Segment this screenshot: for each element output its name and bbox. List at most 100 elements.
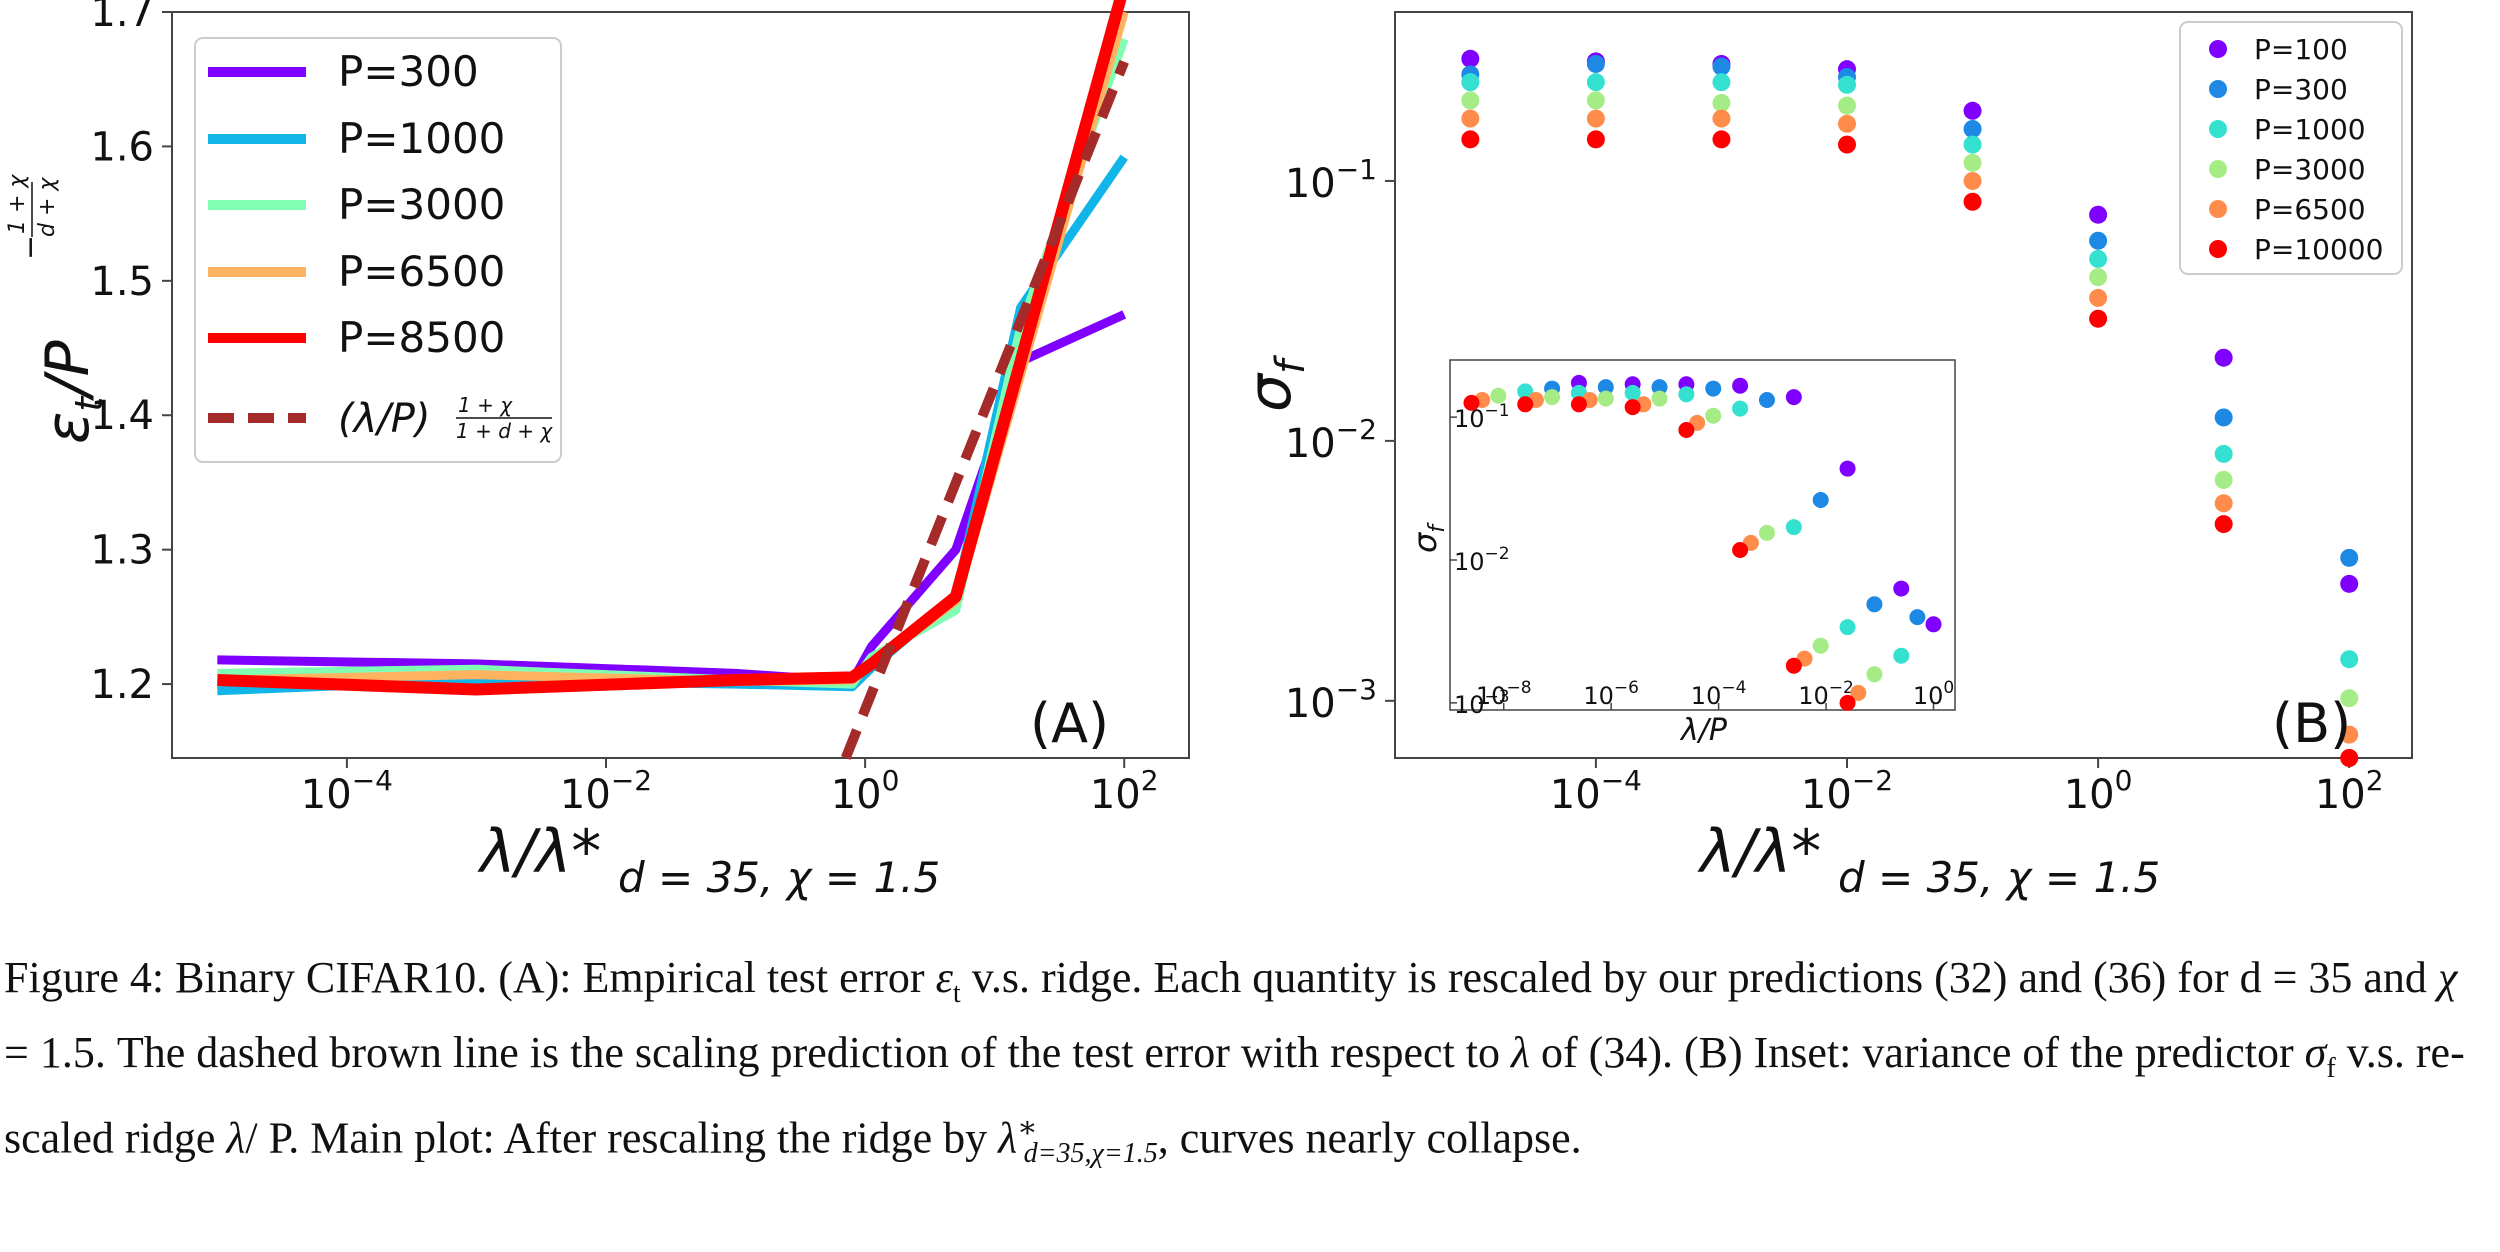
inset-xtick-label: 10−2: [1798, 678, 1854, 710]
b-ytick-label: 10−2: [1285, 413, 1377, 467]
inset-point-p300: [1597, 379, 1614, 396]
point-p6500: [1838, 114, 1856, 133]
point-p6500: [2340, 725, 2359, 744]
legend-exp-den: 1 + d + χ: [456, 419, 553, 443]
point-p3000: [2340, 689, 2359, 708]
inset-ytick-label: 10−3: [1454, 687, 1510, 719]
point-p1000: [1712, 73, 1731, 92]
inset-ylabel-main: σ: [1406, 531, 1444, 553]
inset-point-p10000: [1839, 694, 1856, 711]
inset-point-p300: [1651, 379, 1668, 396]
legend-label-p6500: P=6500: [338, 247, 505, 296]
ylabel-b-main: σ: [1235, 372, 1305, 412]
point-p10000: [2089, 309, 2108, 328]
inset-point-p100: [1732, 377, 1749, 394]
inset-point-p3000: [1866, 666, 1883, 683]
xlabel-a-main: λ/λ*: [477, 817, 601, 887]
ylabel-a-exp-num: 1 + χ: [5, 174, 30, 234]
point-p6500: [1586, 109, 1605, 128]
inset-point-p1000: [1893, 647, 1910, 664]
inset-point-p3000: [1490, 387, 1507, 404]
panel-b-y-ticks: 10−3 10−2 10−1: [1285, 153, 1395, 727]
caption-epsilon-sub: t: [952, 977, 961, 1009]
legend-label-p1000-b: P=1000: [2254, 113, 2366, 146]
point-p6500: [1461, 109, 1480, 128]
panel-a-xlabel: λ/λ* d = 35, χ = 1.5: [477, 817, 940, 902]
legend-marker-p3000: [2209, 160, 2227, 178]
figure: 1.2 1.3 1.4 1.5 1.6 1.7 10−4 10−2 100 102 P=300 …: [5, 0, 2413, 902]
point-p300: [2340, 548, 2359, 567]
legend-label-p300-b: P=300: [2254, 73, 2348, 106]
point-p300: [2089, 231, 2108, 250]
caption-part5: v.s. re-scaled ridge: [4, 1027, 2465, 1163]
inset-point-p10000: [1624, 399, 1641, 416]
a-ytick-label: 1.5: [90, 259, 154, 305]
point-p100: [1963, 101, 1982, 120]
legend-label-scaling: (λ/P): [338, 396, 430, 442]
point-p10000: [1461, 130, 1480, 149]
b-xtick-label: 10−2: [1801, 764, 1893, 818]
point-p300: [1586, 54, 1605, 73]
legend-label-p100: P=100: [2254, 33, 2348, 66]
a-ytick-label: 1.4: [90, 393, 154, 439]
point-p10000: [1963, 192, 1982, 211]
inset-point-p10000: [1517, 396, 1534, 413]
point-p10000: [2214, 515, 2233, 534]
panel-b-x-ticks: 10−4 10−2 100 102: [1550, 758, 2384, 818]
inset-point-p3000: [1705, 407, 1722, 424]
svg-text:σf: σf: [1235, 354, 1314, 412]
inset-ylabel: σf: [1406, 522, 1450, 553]
panel-a-x-ticks: 10−4 10−2 100 102: [301, 758, 1159, 818]
inset-xtick-label: 100: [1913, 678, 1954, 710]
point-p1000: [1838, 75, 1856, 94]
ylabel-b-sub: f: [1268, 354, 1314, 374]
inset-point-p100: [1839, 460, 1856, 477]
panel-b-series: [1461, 49, 2359, 767]
inset-frame: [1449, 359, 1956, 711]
inset-point-p100: [1893, 580, 1910, 597]
point-p6500: [1712, 109, 1731, 128]
a-ytick-label: 1.7: [90, 0, 154, 36]
point-p10000: [1712, 130, 1731, 149]
caption-epsilon: ε: [935, 953, 953, 1002]
panel-a-label: (A): [1030, 692, 1109, 755]
inset-point-p10000: [1732, 542, 1749, 558]
legend-label-p3000-b: P=3000: [2254, 153, 2366, 186]
legend-label-p3000: P=3000: [338, 180, 505, 229]
point-p100: [2089, 205, 2108, 224]
point-p300: [1712, 57, 1731, 76]
point-p10000: [1838, 135, 1856, 154]
legend-label-p300: P=300: [338, 47, 479, 96]
point-p3000: [1712, 93, 1731, 112]
legend-label-p10000-b: P=10000: [2254, 233, 2383, 266]
ylabel-a-main: ε: [33, 412, 103, 444]
caption-part2: v.s. ridge. Each quantity is rescaled by…: [960, 953, 2438, 1002]
xlabel-a-sub: d = 35, χ = 1.5: [618, 853, 940, 902]
panel-a-series: [217, 0, 1129, 760]
xlabel-b-sub: d = 35, χ = 1.5: [1838, 853, 2160, 902]
caption-lambda2: λ: [226, 1113, 246, 1163]
inset-xtick-label: 10−6: [1583, 678, 1639, 710]
inset-point-p1000: [1785, 519, 1802, 536]
inset-point-p10000: [1678, 422, 1695, 438]
inset-point-p300: [1758, 392, 1775, 408]
point-p1000: [2340, 650, 2359, 669]
panel-b-inset: 10−310−210−1 10−8 10−6 10−4 10−2 100 λ/P σf: [1406, 359, 1956, 748]
a-ytick-label: 1.3: [90, 528, 154, 574]
panel-b-label: (B): [2272, 692, 2351, 755]
inset-point-p3000: [1544, 389, 1561, 406]
point-p3000: [1461, 91, 1480, 110]
panel-b-frame: [1394, 11, 2413, 759]
ylabel-a-den: /P: [33, 339, 103, 401]
panel-b-legend: P=100 P=300 P=1000 P=3000 P=6500 P=10000: [2179, 21, 2403, 275]
b-xtick-label: 102: [2315, 764, 2384, 818]
caption-chi: χ: [2437, 953, 2458, 1002]
legend-label-p1000: P=1000: [338, 114, 505, 163]
inset-point-p1000: [1517, 383, 1534, 400]
panel-b: 10−3 10−2 10−1 10−4 10−2 100 102 P=100 P=300 …: [1235, 11, 2413, 902]
panel-a: 1.2 1.3 1.4 1.5 1.6 1.7 10−4 10−2 100 102 P=300 …: [5, 0, 1190, 902]
point-p6500: [2089, 288, 2108, 307]
b-xtick-label: 100: [2064, 764, 2133, 818]
legend-exp-num: 1 + χ: [458, 393, 513, 417]
caption-lambda3: λ: [998, 1113, 1018, 1163]
